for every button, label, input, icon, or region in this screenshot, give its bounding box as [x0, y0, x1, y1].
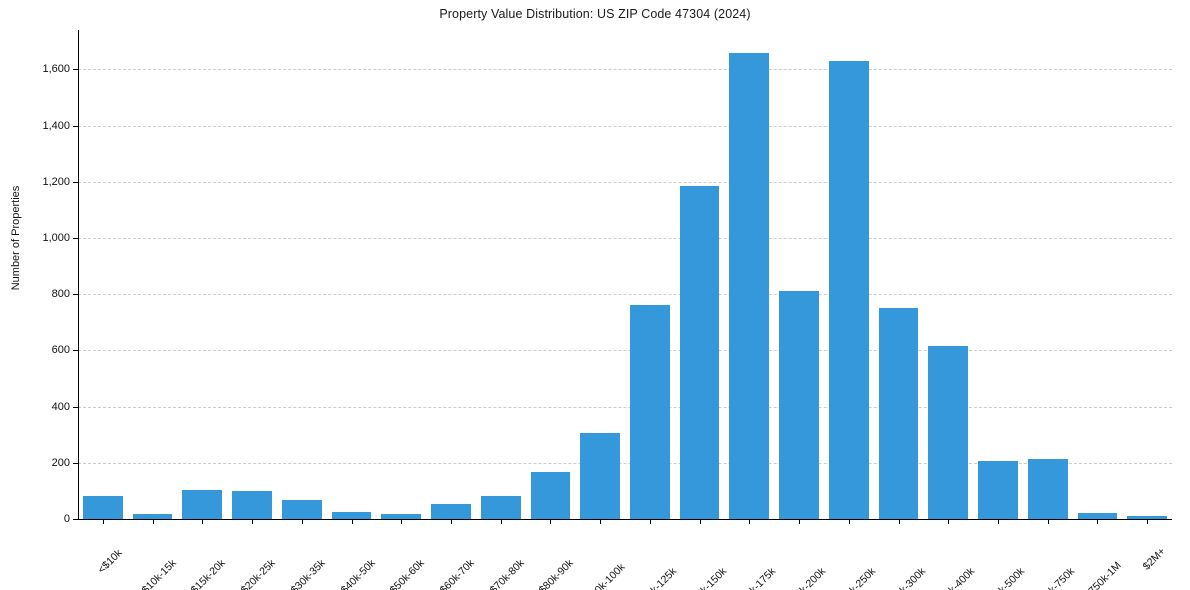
- bar: [331, 511, 372, 519]
- x-axis-tick-label: $300k-400k: [930, 565, 978, 590]
- x-axis-tick-label: $80k-90k: [537, 557, 577, 590]
- x-axis-tick-label: $30k-35k: [288, 557, 328, 590]
- y-axis-tick-labels: 0 200 400 600 800 1,000 1,200 1,400 1,600: [0, 30, 70, 525]
- x-axis-tick-label: $150k-175k: [731, 565, 779, 590]
- y-axis-tick-label: 1,000: [42, 231, 70, 244]
- bar: [1077, 513, 1118, 519]
- gridline: [78, 237, 1172, 239]
- x-axis-tick-label: $400k-500k: [979, 565, 1028, 590]
- bar: [132, 514, 173, 519]
- x-axis-tick-mark: [649, 519, 651, 524]
- x-axis-tick-mark: [550, 519, 552, 524]
- x-axis-tick-label: <$10k: [95, 547, 125, 576]
- x-axis-tick-label: $20k-25k: [238, 557, 278, 590]
- x-axis-tick-mark: [152, 519, 154, 524]
- gridline: [78, 69, 1172, 71]
- gridline: [78, 462, 1172, 464]
- bar: [480, 495, 521, 519]
- bar: [878, 307, 919, 519]
- y-axis-tick-label: 0: [63, 513, 70, 525]
- x-axis-tick-label: $70k-80k: [487, 557, 527, 590]
- x-axis-tick-label: $60k-70k: [437, 557, 477, 590]
- bar: [182, 490, 223, 519]
- x-axis-tick-label: $50k-60k: [387, 557, 427, 590]
- bar: [82, 495, 123, 519]
- x-axis-tick-mark: [799, 519, 801, 524]
- y-axis-tick-label: 1,400: [42, 119, 70, 132]
- gridline: [78, 350, 1172, 352]
- bar: [232, 490, 272, 519]
- x-axis-tick-label: $15k-20k: [189, 557, 229, 590]
- plot-area: [78, 30, 1172, 519]
- y-axis-tick-label: 800: [51, 288, 70, 301]
- chart-title: Property Value Distribution: US ZIP Code…: [439, 7, 751, 21]
- bar: [1027, 459, 1068, 519]
- x-axis-tick-mark: [848, 519, 850, 524]
- x-axis-tick-label: $200k-250k: [830, 565, 878, 590]
- x-axis-tick-mark: [749, 519, 751, 524]
- y-axis-tick-mark: [73, 519, 78, 520]
- x-axis-tick-label: $40k-50k: [338, 557, 378, 590]
- x-axis-tick-mark: [252, 519, 254, 524]
- x-axis-tick-mark: [450, 519, 452, 524]
- x-axis-tick-mark: [500, 519, 502, 524]
- bar: [1127, 516, 1168, 519]
- bar: [779, 291, 819, 519]
- x-axis-tick-label: $10k-15k: [139, 557, 179, 590]
- x-axis-tick-label: $90k-100k: [584, 561, 628, 590]
- x-axis-tick-label: $125k-150k: [681, 565, 729, 590]
- bar: [928, 345, 969, 519]
- x-axis-tick-label: $2M+: [1140, 545, 1168, 573]
- x-axis-tick-mark: [600, 519, 602, 524]
- x-axis-tick-label: $100k-125k: [631, 565, 680, 590]
- y-axis-tick-label: 400: [51, 400, 70, 413]
- bar: [679, 185, 720, 519]
- gridline: [78, 294, 1172, 296]
- y-axis-line: [78, 30, 79, 519]
- x-axis-tick-mark: [102, 519, 104, 524]
- gridline: [78, 181, 1172, 183]
- y-axis-tick-label: 600: [51, 344, 70, 357]
- x-axis-tick-mark: [699, 519, 701, 524]
- bar: [629, 304, 670, 519]
- y-axis-tick-mark: [73, 350, 78, 352]
- y-axis-tick-mark: [73, 294, 78, 296]
- x-axis-tick-mark: [351, 519, 353, 524]
- gridline: [78, 406, 1172, 408]
- y-axis-tick-mark: [73, 237, 78, 239]
- x-axis-tick-mark: [202, 519, 204, 524]
- bar: [580, 432, 621, 519]
- y-axis-tick-mark: [73, 69, 78, 71]
- x-axis-tick-mark: [997, 519, 999, 524]
- bar: [281, 500, 322, 519]
- x-axis-tick-mark: [948, 519, 950, 524]
- x-axis-line: [78, 519, 1172, 520]
- x-axis-tick-mark: [898, 519, 900, 524]
- bar: [828, 60, 869, 519]
- y-axis-tick-label: 1,600: [42, 63, 70, 76]
- x-axis-tick-mark: [1047, 519, 1049, 524]
- y-axis-tick-mark: [73, 181, 78, 183]
- x-axis-tick-label: $250k-300k: [880, 565, 928, 590]
- x-axis-tick-mark: [301, 519, 303, 524]
- bar: [431, 504, 471, 519]
- x-axis-tick-mark: [401, 519, 403, 524]
- bar: [978, 460, 1018, 519]
- y-axis-tick-mark: [73, 125, 78, 127]
- x-axis-tick-mark: [1097, 519, 1099, 524]
- y-axis-tick-label: 200: [51, 456, 70, 469]
- x-axis-tick-label: $175k-200k: [780, 565, 829, 590]
- y-axis-tick-label: 1,200: [42, 175, 70, 188]
- gridline: [78, 125, 1172, 127]
- bar: [381, 514, 422, 519]
- y-axis-tick-mark: [73, 462, 78, 464]
- x-axis-tick-mark: [1147, 519, 1149, 524]
- bar: [530, 471, 571, 519]
- bar: [729, 53, 770, 519]
- y-axis-tick-mark: [73, 406, 78, 408]
